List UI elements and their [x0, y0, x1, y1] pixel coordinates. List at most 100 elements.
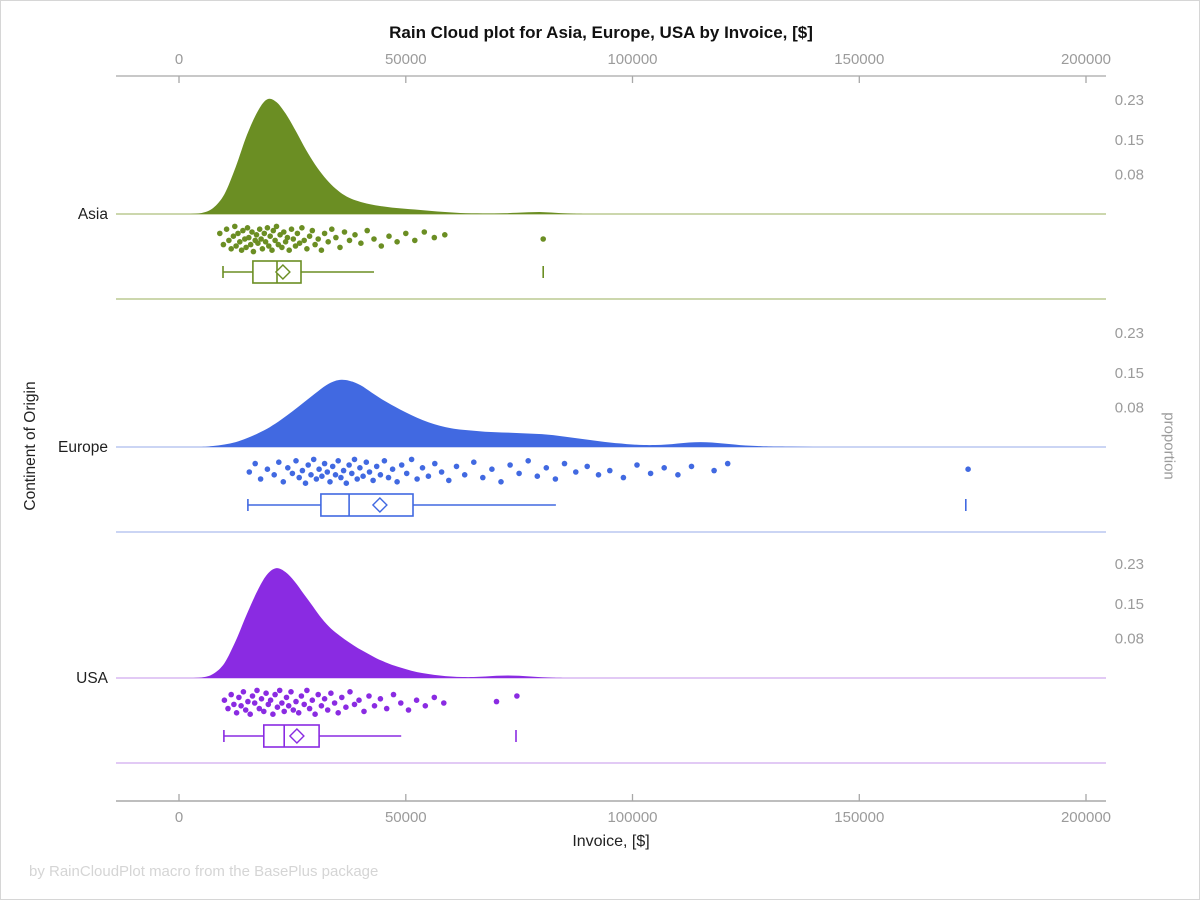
rain-point-europe — [302, 480, 309, 487]
rain-point-europe — [363, 459, 370, 466]
rain-point-usa — [441, 700, 447, 706]
rain-point-usa — [238, 703, 244, 709]
rain-point-asia — [403, 230, 409, 237]
rain-point-usa — [279, 700, 285, 706]
box-europe — [320, 493, 414, 517]
rain-point-usa — [276, 687, 283, 694]
rain-point-europe — [296, 474, 303, 481]
rain-point-usa — [361, 708, 367, 715]
rain-point-europe — [647, 470, 654, 477]
rain-point-usa — [233, 710, 240, 716]
mean-diamond-asia — [274, 264, 291, 280]
rain-point-asia — [233, 243, 239, 249]
rain-point-usa — [242, 707, 249, 713]
rain-point-asia — [318, 247, 325, 253]
rain-point-europe — [573, 469, 579, 475]
rain-point-europe — [385, 474, 392, 481]
x-axis-top-tick-label: 0 — [175, 51, 183, 68]
rain-point-usa — [514, 693, 520, 699]
rain-point-europe — [419, 465, 426, 471]
rain-point-europe — [489, 466, 495, 473]
rain-point-europe — [293, 458, 299, 464]
rain-point-europe — [724, 460, 731, 467]
rain-point-asia — [315, 236, 322, 242]
rain-point-europe — [498, 479, 504, 485]
x-axis-top-tick-label: 50000 — [385, 51, 427, 68]
rain-point-europe — [252, 460, 258, 467]
rain-point-usa — [312, 711, 318, 717]
rain-point-europe — [316, 466, 322, 473]
rain-point-europe — [340, 467, 347, 474]
rain-point-europe — [471, 459, 477, 466]
rain-point-usa — [405, 707, 412, 713]
rain-point-asia — [264, 225, 271, 231]
rain-point-asia — [262, 239, 269, 245]
rain-point-asia — [292, 243, 299, 249]
rain-point-asia — [378, 243, 385, 249]
rain-point-europe — [607, 467, 613, 474]
rain-point-europe — [432, 460, 438, 467]
rain-point-asia — [255, 240, 261, 246]
rain-point-europe — [305, 462, 312, 468]
rain-point-usa — [301, 701, 308, 708]
category-label-asia: Asia — [78, 206, 109, 223]
rain-point-europe — [543, 465, 550, 471]
rain-point-asia — [309, 227, 316, 234]
rain-point-asia — [296, 240, 303, 246]
rain-point-europe — [370, 477, 376, 484]
rain-point-usa — [283, 694, 290, 701]
rain-point-asia — [329, 226, 335, 232]
rain-point-asia — [294, 230, 301, 237]
rain-point-europe — [414, 476, 420, 482]
proportion-tick-label-usa: 0.23 — [1115, 556, 1144, 573]
rain-point-europe — [321, 460, 328, 467]
rain-point-usa — [356, 697, 362, 703]
rain-point-asia — [431, 234, 438, 241]
rain-point-europe — [516, 470, 522, 477]
rain-point-europe — [634, 462, 640, 468]
rain-point-europe — [381, 458, 388, 464]
rain-point-asia — [272, 237, 278, 244]
rain-point-asia — [299, 225, 305, 231]
rain-point-europe — [354, 476, 361, 482]
rain-point-europe — [394, 479, 400, 485]
rain-point-asia — [358, 240, 364, 246]
rain-point-europe — [271, 472, 278, 478]
rain-point-usa — [343, 704, 349, 710]
rain-point-usa — [236, 694, 242, 701]
rain-point-usa — [331, 700, 338, 706]
rain-point-usa — [306, 705, 313, 712]
rain-point-asia — [371, 236, 377, 242]
rain-point-europe — [453, 463, 460, 470]
rain-point-usa — [249, 693, 256, 699]
rain-point-asia — [230, 233, 237, 239]
rain-point-europe — [308, 472, 314, 478]
rain-point-asia — [352, 232, 358, 238]
rain-point-usa — [398, 700, 404, 706]
proportion-tick-label-asia: 0.15 — [1115, 132, 1144, 149]
rain-point-usa — [339, 694, 345, 701]
x-axis-top-tick-label: 200000 — [1061, 51, 1111, 68]
rain-point-usa — [377, 696, 384, 702]
rain-point-asia — [240, 227, 246, 234]
rain-point-europe — [377, 472, 384, 478]
rain-point-usa — [315, 691, 322, 698]
rain-point-asia — [244, 225, 251, 231]
rain-point-usa — [285, 703, 292, 709]
chart-title: Rain Cloud plot for Asia, Europe, USA by… — [389, 23, 813, 42]
x-axis-bottom-tick-label: 50000 — [385, 809, 427, 826]
rain-point-usa — [245, 698, 251, 705]
rain-point-usa — [304, 687, 310, 694]
rain-point-asia — [442, 232, 448, 238]
rain-point-usa — [298, 693, 305, 699]
rain-point-europe — [329, 463, 336, 470]
rain-point-asia — [243, 244, 249, 251]
rain-point-europe — [335, 458, 342, 464]
rain-point-usa — [272, 691, 278, 698]
rain-point-europe — [373, 463, 380, 470]
rain-point-asia — [281, 229, 287, 235]
rain-point-usa — [493, 698, 500, 705]
x-axis-bottom-tick-label: 0 — [175, 809, 183, 826]
rain-point-asia — [223, 226, 230, 232]
